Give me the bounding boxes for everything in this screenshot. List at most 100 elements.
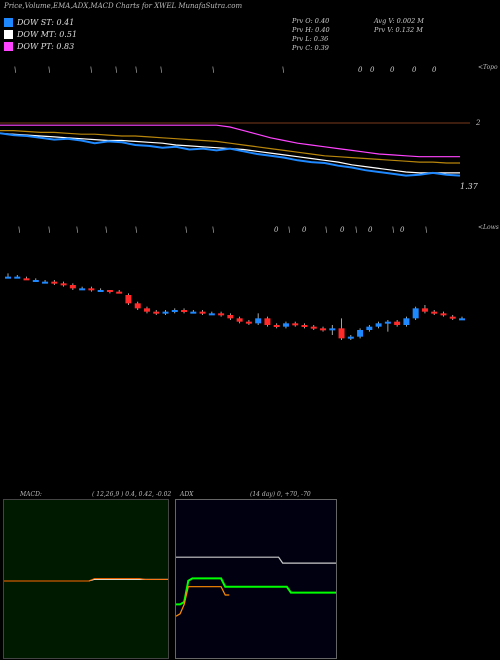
candle-body (320, 328, 327, 331)
candle-body (5, 276, 11, 279)
level-137-label: 1.37 (460, 182, 478, 191)
lows-tick: \ (212, 226, 214, 234)
candle-body (301, 325, 308, 327)
lows-tick: 0 (368, 226, 373, 234)
prev-high: Prv H: 0.40 (292, 26, 330, 34)
ema-series-line (0, 132, 461, 177)
topo-label: <Topo (478, 64, 498, 71)
adx-title: ADX (180, 491, 194, 498)
lows-label: <Lows (478, 224, 499, 231)
legend-dow-mt-label: DOW MT: 0.51 (17, 30, 78, 39)
ema-panel (0, 124, 461, 177)
topo-tick: \ (212, 66, 214, 74)
topo-tick: \ (115, 66, 117, 74)
avg-volume: Avg V: 0.002 M (374, 17, 424, 25)
macd-panel (3, 499, 169, 659)
candle-body (384, 321, 391, 324)
ema-series-line (0, 130, 460, 164)
candle-body (106, 290, 113, 292)
macd-series-line (4, 578, 168, 582)
topo-tick: \ (14, 66, 16, 74)
topo-tick: \ (48, 66, 50, 74)
candle-body (347, 336, 354, 339)
prev-volume: Prv V: 0.132 M (374, 26, 423, 34)
lows-tick: 0 (302, 226, 307, 234)
legend-dow-st: DOW ST: 0.41 (4, 18, 74, 27)
candle-body (273, 325, 280, 327)
prev-close: Prv C: 0.39 (292, 44, 329, 52)
candle-body (431, 311, 438, 314)
candle-body (60, 283, 67, 286)
legend-dow-pt-label: DOW PT: 0.83 (17, 42, 75, 51)
legend-dow-mt: DOW MT: 0.51 (4, 30, 77, 39)
topo-tick: 0 (390, 66, 395, 74)
lows-tick: \ (325, 226, 327, 234)
candle-body (116, 291, 123, 294)
prev-low: Prv L: 0.36 (292, 35, 329, 43)
candle-body (134, 303, 141, 309)
candle-body (292, 323, 299, 326)
candle-body (255, 318, 262, 324)
topo-tick: \ (160, 66, 162, 74)
candle-body (310, 326, 317, 329)
lows-marks: \ \ \ \ \ \ \ 0 \ 0 \ 0 \ 0 \ 0 \ (18, 226, 427, 234)
legend-swatch-icon (4, 30, 13, 39)
candle-body (32, 280, 39, 282)
candle-body (153, 311, 160, 314)
candle-body (329, 328, 336, 331)
candle-body (171, 310, 178, 312)
topo-tick: 0 (432, 66, 437, 74)
topo-tick: 0 (358, 66, 363, 74)
adx-series-line (176, 577, 336, 606)
candle-body (375, 323, 382, 327)
candle-body (51, 281, 58, 284)
candle-body (338, 328, 345, 339)
legend-dow-pt: DOW PT: 0.83 (4, 42, 74, 51)
lows-tick: \ (355, 226, 357, 234)
lows-tick: \ (76, 226, 78, 234)
candle-body (264, 318, 271, 325)
candle-body (208, 313, 215, 316)
macd-params: ( 12,26,9 ) 0.4, 0.42, -0.02 (92, 491, 172, 498)
lows-tick: \ (185, 226, 187, 234)
candle-body (97, 290, 104, 292)
candles (5, 273, 465, 340)
lows-tick: 0 (274, 226, 279, 234)
candle-body (227, 315, 234, 319)
candle-body (440, 313, 447, 316)
lows-tick: 0 (340, 226, 345, 234)
adx-series-line (176, 556, 336, 564)
lows-tick: 0 (400, 226, 405, 234)
candle-body (282, 323, 289, 327)
macd-lines (4, 578, 168, 582)
candle-body (403, 318, 410, 325)
adx-params: (14 day) 0, +70, -70 (250, 491, 311, 498)
chart-title: Price,Volume,EMA,ADX,MACD Charts for XWE… (4, 2, 243, 10)
candle-body (236, 318, 243, 322)
topo-tick: \ (90, 66, 92, 74)
candle-body (357, 330, 364, 337)
candle-body (143, 308, 150, 312)
candle-body (79, 288, 86, 291)
candle-body (366, 326, 373, 330)
candle-body (394, 321, 401, 325)
legend-swatch-icon (4, 42, 13, 51)
candle-body (162, 311, 169, 314)
candle-body (421, 308, 428, 312)
adx-lines (176, 556, 336, 617)
level-2-label: 2 (476, 119, 481, 127)
candle-body (23, 278, 30, 281)
lows-tick: \ (105, 226, 107, 234)
candle-body (218, 313, 225, 316)
lows-tick: \ (288, 226, 290, 234)
legend-dow-st-label: DOW ST: 0.41 (17, 18, 75, 27)
topo-tick: 0 (412, 66, 417, 74)
lows-tick: \ (135, 226, 137, 234)
candle-body (125, 295, 132, 304)
adx-panel (175, 499, 337, 659)
candle-body (245, 321, 252, 324)
candle-body (14, 276, 21, 279)
lows-tick: \ (48, 226, 50, 234)
lows-tick: \ (18, 226, 20, 234)
